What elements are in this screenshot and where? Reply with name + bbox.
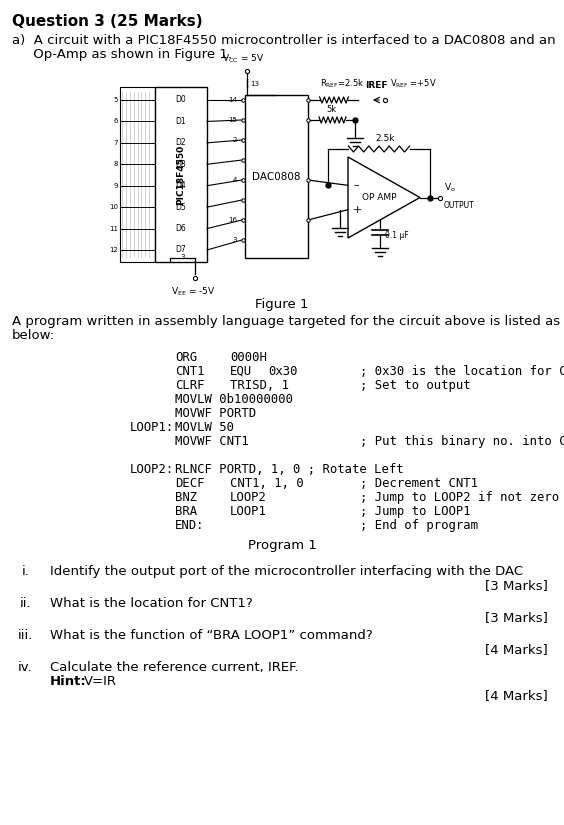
Bar — [155, 87, 207, 262]
Text: LOOP2: LOOP2 — [230, 491, 267, 504]
Text: END:: END: — [175, 519, 205, 532]
Text: $\mathregular{V_o}$: $\mathregular{V_o}$ — [444, 181, 456, 194]
Text: MOVWF PORTD: MOVWF PORTD — [175, 407, 256, 420]
Text: D4: D4 — [175, 182, 186, 191]
Text: a)  A circuit with a PIC18F4550 microcontroller is interfaced to a DAC0808 and a: a) A circuit with a PIC18F4550 microcont… — [12, 34, 556, 47]
Text: IREF: IREF — [365, 81, 387, 90]
Text: 9: 9 — [113, 182, 118, 189]
Text: LOOP1:: LOOP1: — [130, 421, 174, 434]
Text: 11: 11 — [109, 225, 118, 232]
Text: ; Set to output: ; Set to output — [360, 379, 470, 392]
Text: 16: 16 — [228, 217, 237, 223]
Text: 15: 15 — [228, 117, 237, 123]
Text: 14: 14 — [228, 97, 237, 103]
Text: ; Put this binary no. into CNT1: ; Put this binary no. into CNT1 — [360, 435, 564, 448]
Text: 10: 10 — [109, 204, 118, 210]
Text: D1: D1 — [176, 117, 186, 126]
Text: 2.5k: 2.5k — [375, 134, 395, 143]
Text: ORG: ORG — [175, 351, 197, 364]
Text: BNZ: BNZ — [175, 491, 197, 504]
Text: DECF: DECF — [175, 477, 205, 490]
Text: 3: 3 — [232, 237, 237, 243]
Text: 0000H: 0000H — [230, 351, 267, 364]
Text: iv.: iv. — [18, 661, 33, 674]
Text: 8: 8 — [113, 161, 118, 167]
Text: below:: below: — [12, 329, 55, 342]
Text: +: + — [353, 205, 363, 214]
Text: 6: 6 — [113, 119, 118, 125]
Text: Calculate the reference current, IREF.: Calculate the reference current, IREF. — [50, 661, 298, 674]
Text: D7: D7 — [175, 246, 186, 254]
Text: CNT1: CNT1 — [175, 365, 205, 378]
Text: $\mathregular{R_{REF}}$=2.5k: $\mathregular{R_{REF}}$=2.5k — [320, 78, 364, 90]
Text: ; Decrement CNT1: ; Decrement CNT1 — [360, 477, 478, 490]
Text: TRISD, 1: TRISD, 1 — [230, 379, 289, 392]
Text: BRA: BRA — [175, 505, 197, 518]
Text: PIC18F4550: PIC18F4550 — [177, 144, 186, 205]
Text: V=IR: V=IR — [84, 675, 117, 688]
Bar — [120, 87, 155, 262]
Text: Question 3 (25 Marks): Question 3 (25 Marks) — [12, 14, 202, 29]
Text: $\mathregular{V_{CC}}$ = 5V: $\mathregular{V_{CC}}$ = 5V — [222, 53, 264, 65]
Text: What is the function of “BRA LOOP1” command?: What is the function of “BRA LOOP1” comm… — [50, 629, 373, 642]
Text: $\mathregular{V_{REF}}$ =+5V: $\mathregular{V_{REF}}$ =+5V — [390, 78, 437, 90]
Text: D5: D5 — [175, 203, 186, 212]
Text: ; Jump to LOOP2 if not zero: ; Jump to LOOP2 if not zero — [360, 491, 559, 504]
Text: ; 0x30 is the location for CNT1: ; 0x30 is the location for CNT1 — [360, 365, 564, 378]
Text: ; End of program: ; End of program — [360, 519, 478, 532]
Text: Identify the output port of the microcontroller interfacing with the DAC: Identify the output port of the microcon… — [50, 565, 523, 578]
Text: RLNCF PORTD, 1, 0 ; Rotate Left: RLNCF PORTD, 1, 0 ; Rotate Left — [175, 463, 404, 476]
Text: D6: D6 — [175, 224, 186, 233]
Text: D2: D2 — [176, 139, 186, 148]
Text: A program written in assembly language targeted for the circuit above is listed : A program written in assembly language t… — [12, 315, 560, 328]
Text: 2: 2 — [232, 137, 237, 143]
Text: 0.1 µF: 0.1 µF — [385, 230, 409, 239]
Text: OUTPUT: OUTPUT — [444, 201, 475, 210]
Text: –: – — [353, 181, 359, 191]
Text: i.: i. — [22, 565, 30, 578]
Text: [4 Marks]: [4 Marks] — [485, 689, 548, 702]
Text: MOVLW 0b10000000: MOVLW 0b10000000 — [175, 393, 293, 406]
Text: 4: 4 — [232, 177, 237, 183]
Text: 7: 7 — [113, 140, 118, 146]
Text: ; Jump to LOOP1: ; Jump to LOOP1 — [360, 505, 470, 518]
Bar — [245, 95, 308, 258]
Text: 5: 5 — [113, 97, 118, 103]
Text: OP AMP: OP AMP — [362, 193, 396, 202]
Text: Op-Amp as shown in Figure 1.: Op-Amp as shown in Figure 1. — [12, 48, 232, 61]
Text: MOVLW 50: MOVLW 50 — [175, 421, 234, 434]
Text: $\mathregular{V_{EE}}$ = -5V: $\mathregular{V_{EE}}$ = -5V — [171, 285, 215, 298]
Text: 0x30: 0x30 — [268, 365, 297, 378]
Text: EQU: EQU — [230, 365, 252, 378]
Text: Figure 1: Figure 1 — [255, 298, 309, 311]
Text: iii.: iii. — [18, 629, 33, 642]
Text: What is the location for CNT1?: What is the location for CNT1? — [50, 597, 253, 610]
Text: CLRF: CLRF — [175, 379, 205, 392]
Text: LOOP1: LOOP1 — [230, 505, 267, 518]
Text: [4 Marks]: [4 Marks] — [485, 643, 548, 656]
Text: Program 1: Program 1 — [248, 539, 316, 552]
Text: MOVWF CNT1: MOVWF CNT1 — [175, 435, 249, 448]
Text: 5k: 5k — [327, 105, 337, 114]
Text: CNT1, 1, 0: CNT1, 1, 0 — [230, 477, 304, 490]
Text: DAC0808: DAC0808 — [252, 172, 301, 182]
Text: D3: D3 — [175, 160, 186, 169]
Text: 13: 13 — [250, 81, 259, 87]
Text: 3: 3 — [180, 254, 185, 260]
Text: Hint:: Hint: — [50, 675, 87, 688]
Text: [3 Marks]: [3 Marks] — [485, 579, 548, 592]
Text: ii.: ii. — [20, 597, 32, 610]
Text: [3 Marks]: [3 Marks] — [485, 611, 548, 624]
Text: 12: 12 — [109, 247, 118, 253]
Text: LOOP2:: LOOP2: — [130, 463, 174, 476]
Text: D0: D0 — [175, 96, 186, 105]
